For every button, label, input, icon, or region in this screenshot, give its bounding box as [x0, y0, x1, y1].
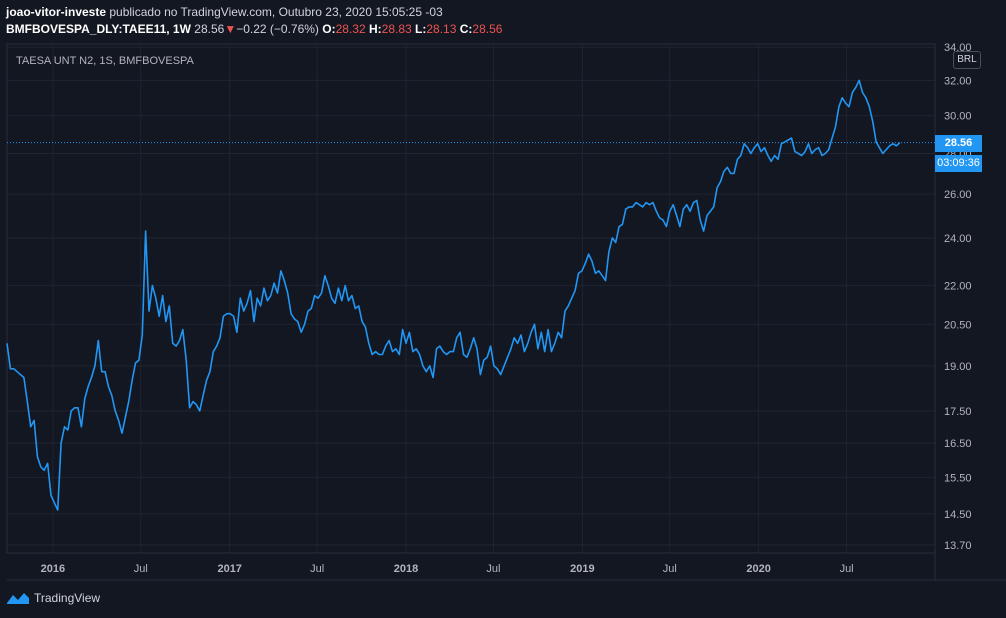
- y-tick-label: 20.50: [944, 319, 972, 331]
- x-tick-label: Jul: [486, 563, 500, 575]
- x-tick-label: Jul: [840, 563, 854, 575]
- y-tick-label: 30.00: [944, 111, 972, 123]
- x-tick-label: Jul: [663, 563, 677, 575]
- author-name[interactable]: joao-vitor-investe: [6, 5, 107, 19]
- y-tick-label: 24.00: [944, 233, 972, 245]
- high-label: H:: [369, 22, 382, 36]
- symbol-name: BMFBOVESPA_DLY:TAEE11, 1W: [6, 22, 191, 36]
- close-value: 28.56: [472, 22, 503, 36]
- tradingview-icon: [7, 593, 29, 604]
- low-label: L:: [415, 22, 427, 36]
- currency-badge[interactable]: BRL: [953, 51, 981, 69]
- y-tick-label: 19.00: [944, 361, 972, 373]
- open-value: 28.32: [335, 22, 366, 36]
- close-label: C:: [459, 22, 473, 36]
- footer-brand: TradingView: [34, 591, 101, 605]
- last-price-label: 28.56: [935, 134, 982, 152]
- bar-countdown: 03:09:36: [935, 154, 982, 172]
- low-value: 28.13: [426, 22, 457, 36]
- price-series-line: [6, 79, 901, 511]
- y-tick-label: 16.50: [944, 438, 972, 450]
- plot-frame: [6, 43, 936, 554]
- x-tick-label: 2018: [394, 563, 418, 575]
- publish-text: publicado no TradingView.com, Outubro 23…: [106, 5, 443, 19]
- x-tick-label: 2020: [746, 563, 770, 575]
- y-tick-label: 26.00: [944, 189, 972, 201]
- change-value: −0.22 (−0.76%): [236, 22, 319, 36]
- chart-title: TAESA UNT N2, 1S, BMFBOVESPA: [16, 55, 194, 67]
- y-tick-label: 13.70: [944, 540, 972, 552]
- down-arrow-icon: ▼: [224, 22, 237, 36]
- symbol-info: BMFBOVESPA_DLY:TAEE11, 1W 28.56▼−0.22 (−…: [6, 22, 502, 36]
- open-label: O:: [322, 22, 336, 36]
- x-tick-label: Jul: [310, 563, 324, 575]
- y-tick-label: 14.50: [944, 509, 972, 521]
- y-tick-label: 22.00: [944, 281, 972, 293]
- x-tick-label: Jul: [134, 563, 148, 575]
- y-tick-label: 17.50: [944, 406, 972, 418]
- high-value: 28.83: [381, 22, 412, 36]
- y-tick-label: 15.50: [944, 472, 972, 484]
- last-value: 28.56: [194, 22, 225, 36]
- x-tick-label: 2017: [217, 563, 241, 575]
- x-tick-label: 2019: [570, 563, 594, 575]
- publish-info: joao-vitor-investe publicado no TradingV…: [6, 5, 443, 19]
- x-tick-label: 2016: [41, 563, 65, 575]
- y-tick-label: 32.00: [944, 75, 972, 87]
- tradingview-logo[interactable]: TradingView: [6, 591, 100, 605]
